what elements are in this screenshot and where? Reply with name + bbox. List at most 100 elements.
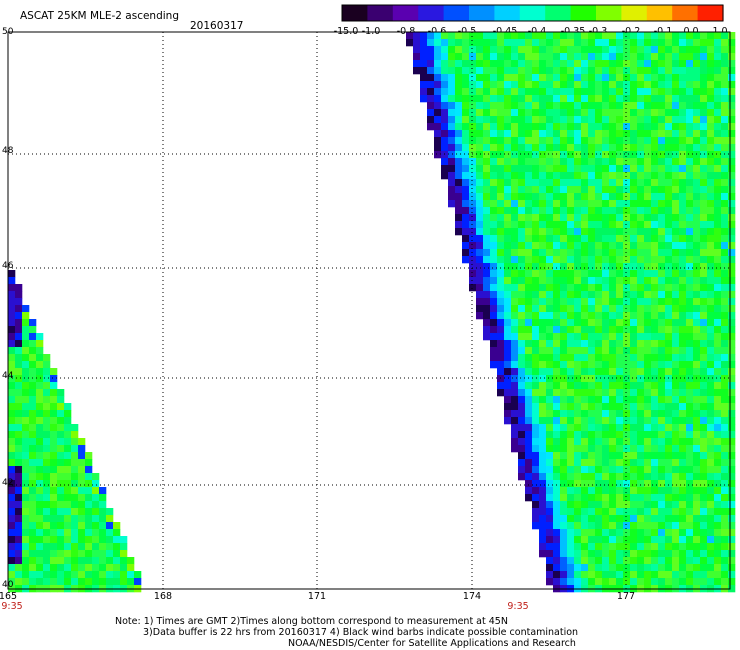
wind-cell <box>441 116 449 124</box>
wind-cell <box>658 144 666 152</box>
wind-cell <box>651 319 659 327</box>
wind-cell <box>490 305 498 313</box>
wind-cell <box>78 529 86 537</box>
wind-cell <box>546 319 554 327</box>
wind-cell <box>672 529 680 537</box>
wind-cell <box>728 74 736 82</box>
wind-cell <box>57 452 65 460</box>
wind-cell <box>602 137 610 145</box>
wind-cell <box>658 60 666 68</box>
wind-cell <box>490 172 498 180</box>
wind-cell <box>686 403 694 411</box>
wind-cell <box>672 277 680 285</box>
wind-cell <box>700 340 708 348</box>
wind-cell <box>57 529 65 537</box>
wind-cell <box>721 543 729 551</box>
wind-cell <box>651 270 659 278</box>
wind-cell <box>721 193 729 201</box>
wind-cell <box>525 102 533 110</box>
wind-cell <box>532 228 540 236</box>
wind-cell <box>679 347 687 355</box>
wind-cell <box>8 557 16 565</box>
wind-cell <box>518 200 526 208</box>
wind-cell <box>43 487 51 495</box>
wind-cell <box>686 179 694 187</box>
wind-cell <box>57 417 65 425</box>
wind-cell <box>518 249 526 257</box>
wind-cell <box>518 116 526 124</box>
wind-cell <box>581 319 589 327</box>
wind-cell <box>553 193 561 201</box>
wind-cell <box>686 207 694 215</box>
wind-cell <box>595 39 603 47</box>
wind-cell <box>637 445 645 453</box>
wind-cell <box>721 207 729 215</box>
wind-cell <box>679 88 687 96</box>
wind-cell <box>469 270 477 278</box>
wind-cell <box>623 375 631 383</box>
wind-cell <box>728 438 736 446</box>
wind-cell <box>609 256 617 264</box>
wind-cell <box>581 298 589 306</box>
wind-cell <box>29 536 37 544</box>
wind-cell <box>595 417 603 425</box>
wind-cell <box>728 382 736 390</box>
wind-cell <box>658 487 666 495</box>
wind-cell <box>630 291 638 299</box>
wind-cell <box>623 403 631 411</box>
wind-cell <box>78 445 86 453</box>
wind-cell <box>504 116 512 124</box>
wind-cell <box>588 53 596 61</box>
wind-cell <box>602 116 610 124</box>
wind-cell <box>637 291 645 299</box>
wind-cell <box>525 319 533 327</box>
wind-cell <box>609 249 617 257</box>
wind-cell <box>15 340 23 348</box>
wind-cell <box>721 459 729 467</box>
wind-cell <box>602 249 610 257</box>
wind-cell <box>50 494 58 502</box>
wind-cell <box>658 116 666 124</box>
wind-cell <box>595 326 603 334</box>
wind-cell <box>546 578 554 586</box>
wind-cell <box>15 571 23 579</box>
wind-cell <box>560 319 568 327</box>
wind-cell <box>441 95 449 103</box>
wind-cell <box>609 312 617 320</box>
wind-cell <box>644 158 652 166</box>
wind-cell <box>714 508 722 516</box>
wind-cell <box>518 396 526 404</box>
wind-cell <box>490 179 498 187</box>
wind-cell <box>707 39 715 47</box>
wind-cell <box>22 487 30 495</box>
wind-cell <box>29 501 37 509</box>
wind-cell <box>651 487 659 495</box>
wind-cell <box>581 291 589 299</box>
wind-cell <box>539 144 547 152</box>
wind-cell <box>99 550 107 558</box>
lat-lon-grid <box>8 32 730 589</box>
wind-cell <box>637 494 645 502</box>
wind-cell <box>630 389 638 397</box>
wind-cell <box>525 473 533 481</box>
wind-cell <box>728 550 736 558</box>
wind-cell <box>567 298 575 306</box>
wind-cell <box>99 501 107 509</box>
wind-cell <box>700 130 708 138</box>
wind-cell <box>525 109 533 117</box>
scatterometer-swaths <box>8 32 736 593</box>
wind-cell <box>665 228 673 236</box>
wind-cell <box>64 571 72 579</box>
wind-cell <box>588 102 596 110</box>
wind-cell <box>476 305 484 313</box>
wind-cell <box>644 438 652 446</box>
wind-cell <box>665 123 673 131</box>
wind-cell <box>665 578 673 586</box>
wind-cell <box>595 221 603 229</box>
wind-cell <box>539 151 547 159</box>
wind-cell <box>581 249 589 257</box>
wind-cell <box>448 193 456 201</box>
wind-cell <box>546 375 554 383</box>
wind-cell <box>546 221 554 229</box>
